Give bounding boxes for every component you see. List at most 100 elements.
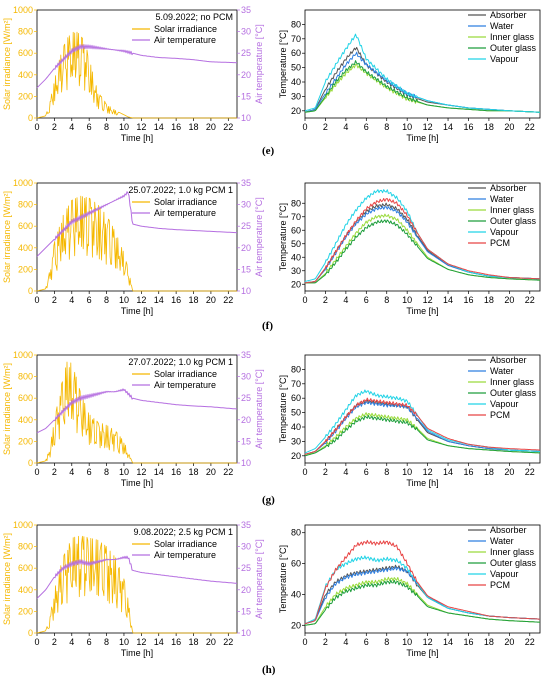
chart-title: 27.07.2022; 1.0 kg PCM 1 [128, 357, 233, 367]
left-chart-3: 0 2 4 6 8 10 12 14 16 18 20 22 Time [h] 0 200 400 600 800… [2, 520, 264, 658]
x-tick-label: 22 [223, 295, 233, 305]
y2-axis-label: Air temperature [°C] [254, 369, 264, 449]
y-tick-label: 600 [18, 563, 33, 573]
x-tick-label: 10 [119, 295, 129, 305]
x-tick-label: 0 [34, 467, 39, 477]
legend-label: Outer glass [490, 43, 537, 53]
legend-label: Air temperature [154, 550, 216, 560]
x-tick-label: 12 [136, 122, 146, 132]
y2-tick-label: 30 [241, 542, 251, 552]
x-tick-label: 4 [343, 122, 348, 132]
x-tick-label: 6 [87, 637, 92, 647]
y-tick-label: 60 [291, 393, 301, 403]
x-tick-label: 2 [323, 637, 328, 647]
y-tick-label: 20 [291, 620, 301, 630]
x-tick-label: 18 [484, 637, 494, 647]
y-tick-label: 40 [291, 77, 301, 87]
x-tick-label: 14 [154, 637, 164, 647]
series-line-solar-irradiance [36, 361, 237, 464]
x-tick-label: 0 [302, 467, 307, 477]
y-tick-label: 400 [18, 70, 33, 80]
series-line-vapour [304, 33, 540, 113]
x-tick-label: 18 [484, 122, 494, 132]
x-tick-label: 14 [443, 122, 453, 132]
legend-label: Air temperature [154, 380, 216, 390]
y-axis-label: Temperature [°C] [278, 375, 288, 443]
y2-axis-label: Air temperature [°C] [254, 24, 264, 104]
y-tick-label: 20 [291, 106, 301, 116]
y2-tick-label: 25 [241, 48, 251, 58]
series-line-solar-irradiance [36, 195, 237, 292]
x-tick-label: 2 [323, 467, 328, 477]
y-tick-label: 40 [291, 252, 301, 262]
x-tick-label: 16 [171, 295, 181, 305]
series-line-air-temperature [36, 191, 238, 257]
caption-e: (e) [262, 145, 275, 157]
x-tick-label: 22 [525, 122, 535, 132]
x-tick-label: 0 [302, 122, 307, 132]
y2-tick-label: 10 [241, 113, 251, 123]
x-tick-label: 20 [504, 295, 514, 305]
series-line-outer-glass [304, 415, 540, 457]
x-tick-label: 22 [525, 467, 535, 477]
y-tick-label: 200 [18, 606, 33, 616]
legend-label: PCM [490, 580, 510, 590]
legend-label: Absorber [490, 10, 527, 20]
x-tick-label: 8 [384, 467, 389, 477]
x-tick-label: 20 [504, 122, 514, 132]
y-tick-label: 800 [18, 372, 33, 382]
y-axis-label: Solar irradiance [W/m²] [2, 191, 12, 283]
x-tick-label: 16 [463, 467, 473, 477]
x-tick-label: 4 [343, 295, 348, 305]
legend-label: Inner glass [490, 377, 535, 387]
x-tick-label: 16 [463, 637, 473, 647]
legend-label: Water [490, 21, 514, 31]
x-tick-label: 0 [34, 122, 39, 132]
y2-tick-label: 35 [241, 178, 251, 188]
y2-tick-label: 35 [241, 520, 251, 530]
x-tick-label: 4 [69, 467, 74, 477]
y2-tick-label: 20 [241, 70, 251, 80]
y-axis-label: Solar irradiance [W/m²] [2, 533, 12, 625]
y-tick-label: 30 [291, 91, 301, 101]
x-tick-label: 22 [223, 467, 233, 477]
x-tick-label: 4 [69, 637, 74, 647]
x-tick-label: 10 [402, 637, 412, 647]
y-tick-label: 400 [18, 415, 33, 425]
y-tick-label: 800 [18, 27, 33, 37]
series-line-air-temperature [36, 555, 238, 599]
x-tick-label: 18 [484, 295, 494, 305]
x-tick-label: 18 [189, 637, 199, 647]
y2-tick-label: 10 [241, 628, 251, 638]
x-tick-label: 6 [87, 467, 92, 477]
right-chart-2: 0 2 4 6 8 10 12 14 16 18 20 22 Time [h] 20 30 40 50 60 70 8… [278, 354, 541, 488]
x-tick-label: 0 [302, 295, 307, 305]
left-chart-0: 0 2 4 6 8 10 12 14 16 18 20 22 Time [h] 0 200 400 600 800… [2, 5, 264, 143]
y-tick-label: 1000 [13, 178, 33, 188]
plot-frame [304, 354, 541, 464]
right-chart-3: 0 2 4 6 8 10 12 14 16 18 20 22 Time [h] 20 40 60 80Tempe… [278, 524, 541, 658]
legend-label: Air temperature [154, 208, 216, 218]
x-tick-label: 20 [206, 295, 216, 305]
x-tick-label: 8 [384, 637, 389, 647]
x-tick-label: 2 [323, 122, 328, 132]
y-tick-label: 40 [291, 589, 301, 599]
y-tick-label: 30 [291, 266, 301, 276]
x-tick-label: 2 [52, 122, 57, 132]
x-tick-label: 6 [364, 122, 369, 132]
x-axis-label: Time [h] [406, 478, 438, 488]
y2-tick-label: 35 [241, 5, 251, 15]
series-line-outer-glass [304, 60, 540, 113]
right-chart-0: 0 2 4 6 8 10 12 14 16 18 20 22 Time [h] 20 30 40 50 60 70 8… [278, 9, 541, 143]
x-tick-label: 16 [171, 637, 181, 647]
x-axis-label: Time [h] [406, 306, 438, 316]
y-tick-label: 50 [291, 408, 301, 418]
series-line-air-temperature [36, 44, 237, 89]
x-axis-label: Time [h] [406, 133, 438, 143]
x-tick-label: 18 [189, 467, 199, 477]
y-axis-label: Solar irradiance [W/m²] [2, 18, 12, 110]
x-tick-label: 12 [136, 295, 146, 305]
legend-label: Water [490, 536, 514, 546]
y2-tick-label: 20 [241, 243, 251, 253]
y-tick-label: 800 [18, 542, 33, 552]
